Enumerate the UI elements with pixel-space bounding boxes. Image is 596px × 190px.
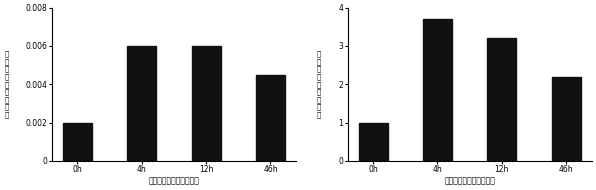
Y-axis label: 相
对
目
标
基
因
表
达
量: 相 对 目 标 基 因 表 达 量: [4, 51, 8, 118]
X-axis label: 进绯爱德华氏菌感染时间: 进绯爱德华氏菌感染时间: [148, 177, 200, 186]
Bar: [359, 123, 387, 161]
Y-axis label: 相
对
目
标
基
因
表
达
量: 相 对 目 标 基 因 表 达 量: [317, 51, 321, 118]
Bar: [256, 75, 285, 161]
Bar: [63, 123, 92, 161]
Bar: [192, 46, 221, 161]
X-axis label: 进绯爱德华氏菌感染时间: 进绯爱德华氏菌感染时间: [444, 177, 495, 186]
Bar: [128, 46, 156, 161]
Bar: [423, 19, 452, 161]
Bar: [552, 77, 581, 161]
Bar: [488, 38, 516, 161]
